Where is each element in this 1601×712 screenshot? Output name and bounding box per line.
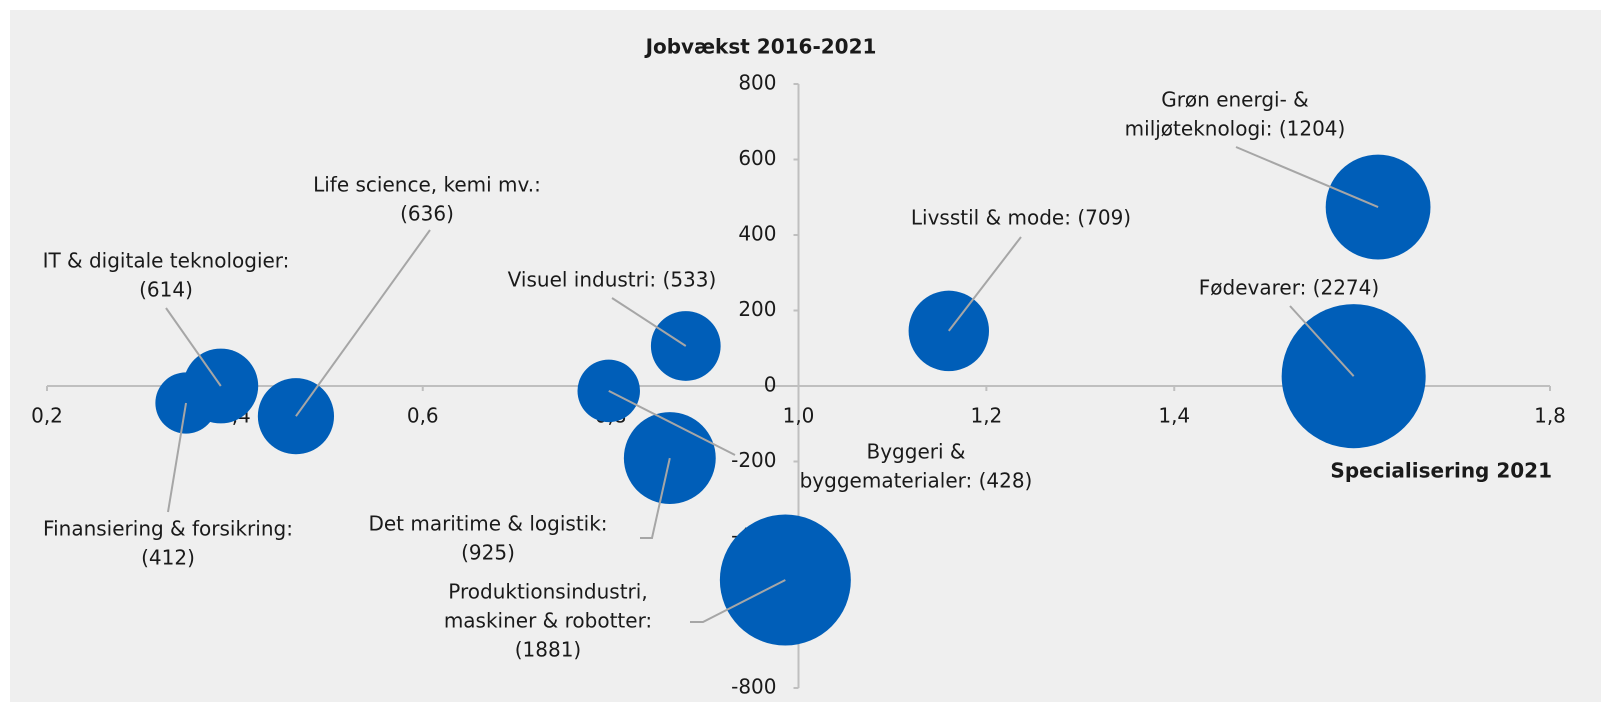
bubble (183, 348, 259, 424)
data-label: Life science, kemi mv.: (313, 173, 541, 197)
x-axis-label: Specialisering 2021 (1330, 459, 1552, 483)
data-label: (614) (139, 278, 193, 302)
data-label: Finansiering & forsikring: (43, 517, 293, 541)
data-label: (636) (400, 202, 454, 226)
data-label: Fødevarer: (2274) (1199, 276, 1379, 300)
chart-title: Jobvækst 2016-2021 (644, 35, 877, 59)
y-tick-label: 600 (738, 146, 776, 170)
leader-line (1289, 305, 1355, 377)
data-label: Det maritime & logistik: (368, 512, 607, 536)
x-tick-label: 0,2 (31, 404, 63, 428)
data-label: (1881) (515, 638, 582, 662)
x-tick-label: 0,6 (407, 404, 439, 428)
leader-line (611, 297, 687, 347)
leader-line (640, 457, 671, 539)
leader-line (295, 229, 431, 417)
x-tick-label: 1,2 (970, 404, 1002, 428)
data-label: Produktionsindustri, (448, 580, 647, 604)
data-label: Byggeri & (867, 440, 966, 464)
y-tick-label: 800 (738, 71, 776, 95)
data-label: Livsstil & mode: (709) (911, 206, 1131, 230)
leader-line (948, 236, 1022, 332)
data-label: (412) (141, 546, 195, 570)
x-tick-label: 1,8 (1534, 404, 1566, 428)
data-label: IT & digitale teknologier: (43, 249, 290, 273)
leader-line (1235, 146, 1379, 208)
data-label: (925) (461, 541, 515, 565)
leader-line (608, 390, 736, 456)
leader-line (690, 579, 786, 623)
data-label: byggematerialer: (428) (800, 469, 1033, 493)
y-tick-label: 0 (764, 373, 777, 397)
y-tick-label: 400 (738, 222, 776, 246)
bubble (577, 359, 640, 423)
leader-line (167, 402, 188, 513)
x-tick-label: 1,0 (783, 404, 815, 428)
y-tick-label: 200 (738, 297, 776, 321)
x-tick-label: 1,4 (1158, 404, 1190, 428)
data-label: Grøn energi- & (1161, 88, 1309, 112)
data-label: Visuel industri: (533) (508, 268, 717, 292)
leader-line (165, 307, 222, 387)
y-tick-label: -200 (731, 448, 776, 472)
data-label: miljøteknologi: (1204) (1125, 117, 1346, 141)
bubble (623, 412, 716, 505)
data-label: maskiner & robotter: (444, 609, 652, 633)
y-tick-label: -800 (731, 675, 776, 699)
